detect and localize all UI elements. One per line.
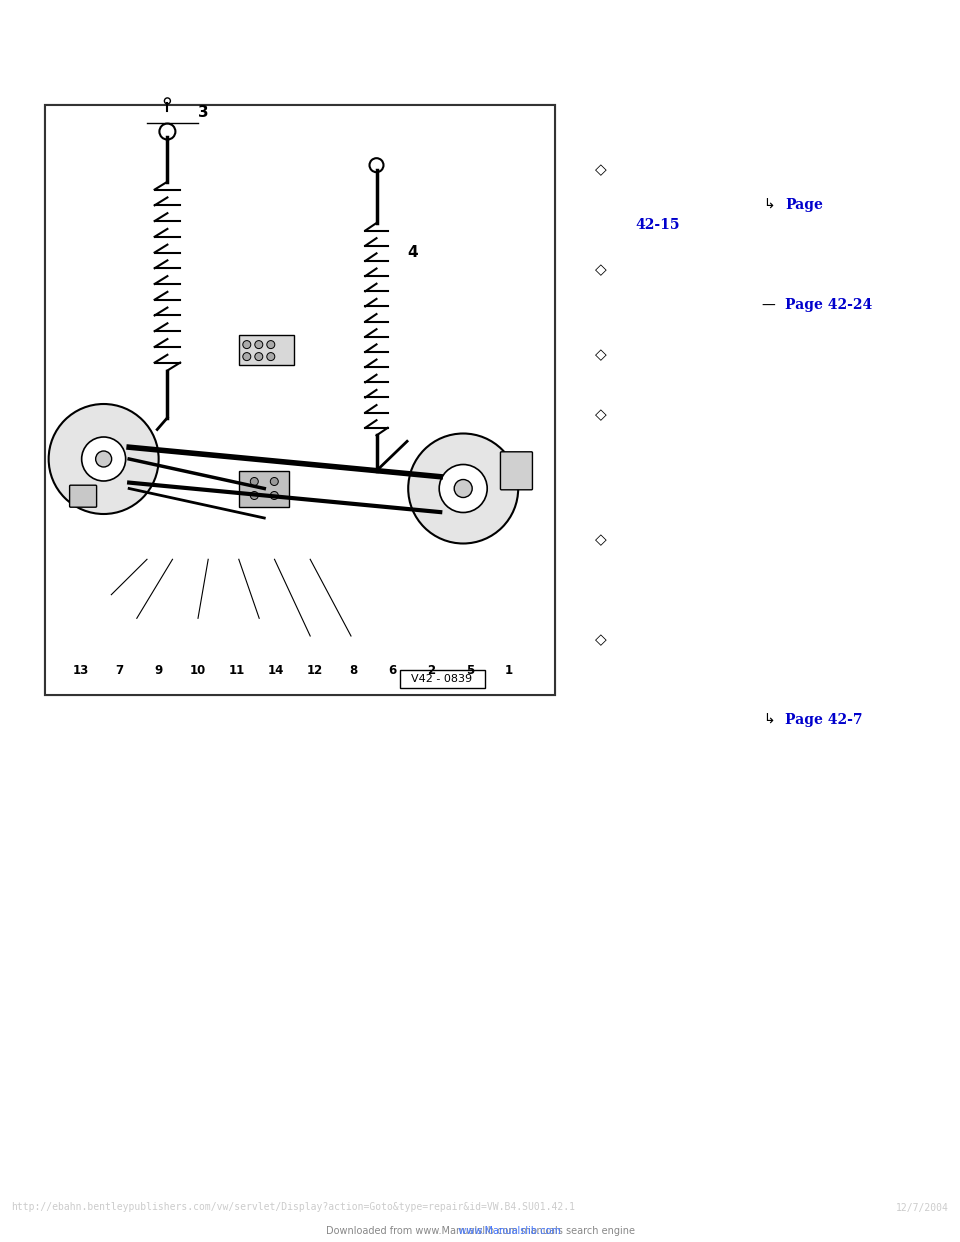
Text: 3: 3 [198, 104, 208, 119]
Text: 10: 10 [189, 663, 205, 677]
Text: ◇: ◇ [595, 407, 607, 422]
Bar [400, 669, 485, 688]
Text: V42 - 0839: V42 - 0839 [412, 674, 472, 684]
Circle shape [159, 123, 176, 139]
Text: 11: 11 [228, 663, 245, 677]
Text: http://ebahn.bentleypublishers.com/vw/servlet/Display?action=Goto&type=repair&id: http://ebahn.bentleypublishers.com/vw/se… [12, 1202, 575, 1212]
Text: Page 42-7: Page 42-7 [785, 713, 862, 727]
Text: Page: Page [785, 197, 823, 212]
Text: 12: 12 [306, 663, 323, 677]
Circle shape [251, 492, 258, 499]
Circle shape [408, 433, 518, 544]
Text: 9: 9 [155, 663, 162, 677]
Circle shape [370, 158, 383, 173]
Text: Page 42-24: Page 42-24 [785, 298, 873, 312]
Circle shape [251, 477, 258, 486]
Circle shape [243, 353, 251, 360]
Text: 1: 1 [505, 663, 514, 677]
Circle shape [271, 492, 278, 499]
Text: ↳: ↳ [764, 713, 780, 727]
Circle shape [267, 353, 275, 360]
Text: 7: 7 [115, 663, 124, 677]
Circle shape [82, 437, 126, 481]
Text: www.Manualslib.com: www.Manualslib.com [399, 1226, 561, 1236]
Circle shape [96, 451, 111, 467]
Text: 14: 14 [267, 663, 283, 677]
Text: ◇: ◇ [595, 262, 607, 277]
Text: ◇: ◇ [595, 348, 607, 363]
Text: Downloaded from www.Manualslib.com manuals search engine: Downloaded from www.Manualslib.com manua… [325, 1226, 635, 1236]
Circle shape [164, 98, 170, 104]
Text: ↳: ↳ [764, 197, 780, 212]
Circle shape [254, 340, 263, 349]
Circle shape [243, 340, 251, 349]
Text: Page 2 of 14: Page 2 of 14 [865, 11, 948, 24]
FancyBboxPatch shape [500, 452, 533, 489]
Text: 42-15: 42-15 [635, 219, 680, 232]
Circle shape [267, 340, 275, 349]
Text: 5: 5 [466, 663, 474, 677]
Text: ◇: ◇ [595, 163, 607, 178]
Bar [239, 334, 294, 365]
Text: Rear Wheel Suspension, Shafts and Axle: Rear Wheel Suspension, Shafts and Axle [12, 11, 284, 24]
Circle shape [271, 477, 278, 486]
Text: 8: 8 [349, 663, 357, 677]
Text: ◇: ◇ [595, 632, 607, 647]
Text: 12/7/2004: 12/7/2004 [896, 1202, 948, 1212]
FancyBboxPatch shape [69, 486, 97, 507]
Text: —: — [762, 298, 780, 312]
Text: 2: 2 [427, 663, 435, 677]
Bar [239, 471, 289, 507]
Circle shape [49, 404, 158, 514]
Bar [45, 106, 555, 696]
Text: 4: 4 [407, 245, 418, 260]
Circle shape [439, 465, 487, 513]
Text: 13: 13 [73, 663, 89, 677]
Text: 6: 6 [388, 663, 396, 677]
Bar [45, 106, 555, 696]
Text: ◇: ◇ [595, 533, 607, 548]
Circle shape [254, 353, 263, 360]
Circle shape [454, 479, 472, 498]
